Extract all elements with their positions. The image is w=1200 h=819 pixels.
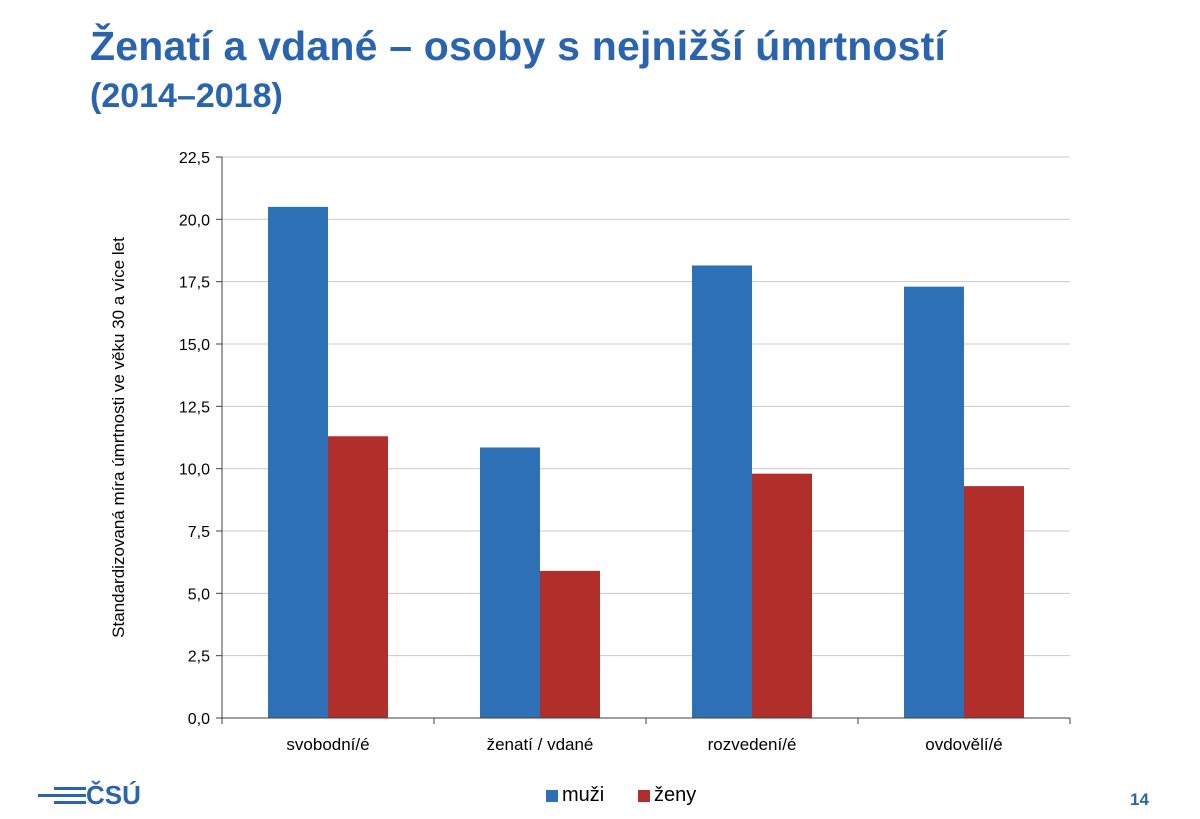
- y-tick-labels: 0,0 2,5 5,0 7,5 10,0 12,5 15,0 17,5 20,0 22,5: [179, 150, 210, 728]
- y-tick-label: 17,5: [179, 275, 210, 292]
- x-tick-label: ovdovělí/é: [925, 735, 1003, 754]
- slide-subtitle: (2014–2018): [90, 77, 283, 115]
- y-axis-label: Standardizovaná míra úmrtnosti ve věku 3…: [109, 237, 128, 638]
- legend-swatch-muzi: [546, 790, 558, 802]
- bar-muzi: [480, 447, 540, 718]
- y-tick-label: 7,5: [188, 524, 210, 541]
- x-tick-label: rozvedení/é: [708, 735, 797, 754]
- axes: [216, 156, 1071, 724]
- logo-lines-icon: [38, 787, 86, 808]
- y-tick-label: 5,0: [188, 586, 210, 603]
- bar-muzi: [268, 206, 328, 718]
- x-tick-label: svobodní/é: [286, 735, 369, 754]
- y-tick-label: 22,5: [179, 150, 210, 167]
- x-tick-label: ženatí / vdané: [487, 735, 594, 754]
- y-tick-label: 10,0: [179, 462, 210, 479]
- legend: muži ženy: [546, 784, 696, 806]
- legend-label: ženy: [654, 784, 696, 806]
- bar-zeny: [964, 486, 1024, 718]
- bar-muzi: [904, 286, 964, 718]
- y-tick-label: 2,5: [188, 649, 210, 666]
- bar-zeny: [752, 473, 812, 718]
- csu-logo: ČSÚ: [38, 780, 148, 810]
- bar-muzi: [692, 265, 752, 718]
- y-tick-label: 12,5: [179, 399, 210, 416]
- legend-swatch-zeny: [638, 790, 650, 802]
- x-tick-labels: svobodní/é ženatí / vdané rozvedení/é ovdov…: [286, 735, 1002, 754]
- legend-label: muži: [562, 784, 604, 806]
- y-tick-label: 15,0: [179, 337, 210, 354]
- y-tick-label: 0,0: [188, 711, 210, 728]
- y-tick-label: 20,0: [179, 212, 210, 229]
- bars: [268, 206, 1024, 718]
- bar-zeny: [328, 436, 388, 718]
- page-number: 14: [1130, 790, 1149, 809]
- bar-zeny: [540, 570, 600, 718]
- slide-title: Ženatí a vdané – osoby s nejnižší úmrtno…: [90, 23, 947, 69]
- logo-text: ČSÚ: [86, 780, 141, 810]
